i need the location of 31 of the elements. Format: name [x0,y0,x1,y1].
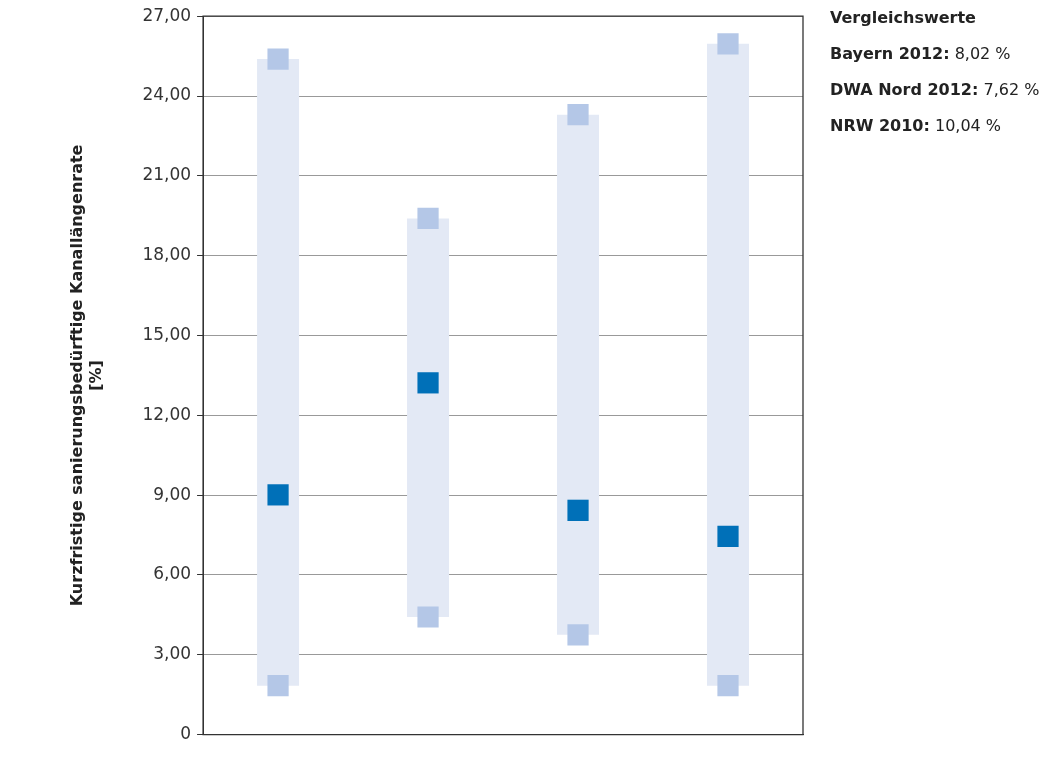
point [567,499,589,521]
bar [407,218,450,617]
y-tick-label: 12,00 [142,403,192,424]
text: Vergleichswerte [830,8,976,27]
point [567,624,589,646]
y-tick-label: 15,00 [142,323,192,344]
bar [557,114,600,635]
text: DWA Nord 2012: 7,62 % [830,80,1040,99]
y-tick-label: 27,00 [142,4,192,25]
point [417,372,439,394]
y-tick-label: 0 [180,723,192,744]
point [717,675,739,697]
point [417,606,439,628]
y-tick-label: 24,00 [142,84,192,105]
point [417,207,439,230]
point [717,525,739,547]
point [567,104,589,126]
y-tick-label: 18,00 [142,244,192,265]
point [267,484,289,506]
point [267,48,289,70]
y-tick-label: 6,00 [153,563,192,584]
point [717,33,739,55]
y-tick-label: 21,00 [142,164,192,185]
point [267,675,289,697]
y-tick-label: 3,00 [153,643,192,664]
bar [257,59,300,686]
y-tick-label: 9,00 [153,483,192,504]
y-axis-title: Kurzfristige sanierungsbedürftige Kanallängenrate [%] [66,144,105,607]
text: Bayern 2012: 8,02 % [830,44,1012,63]
bar [707,43,750,686]
text: NRW 2010: 10,04 % [830,116,1003,135]
